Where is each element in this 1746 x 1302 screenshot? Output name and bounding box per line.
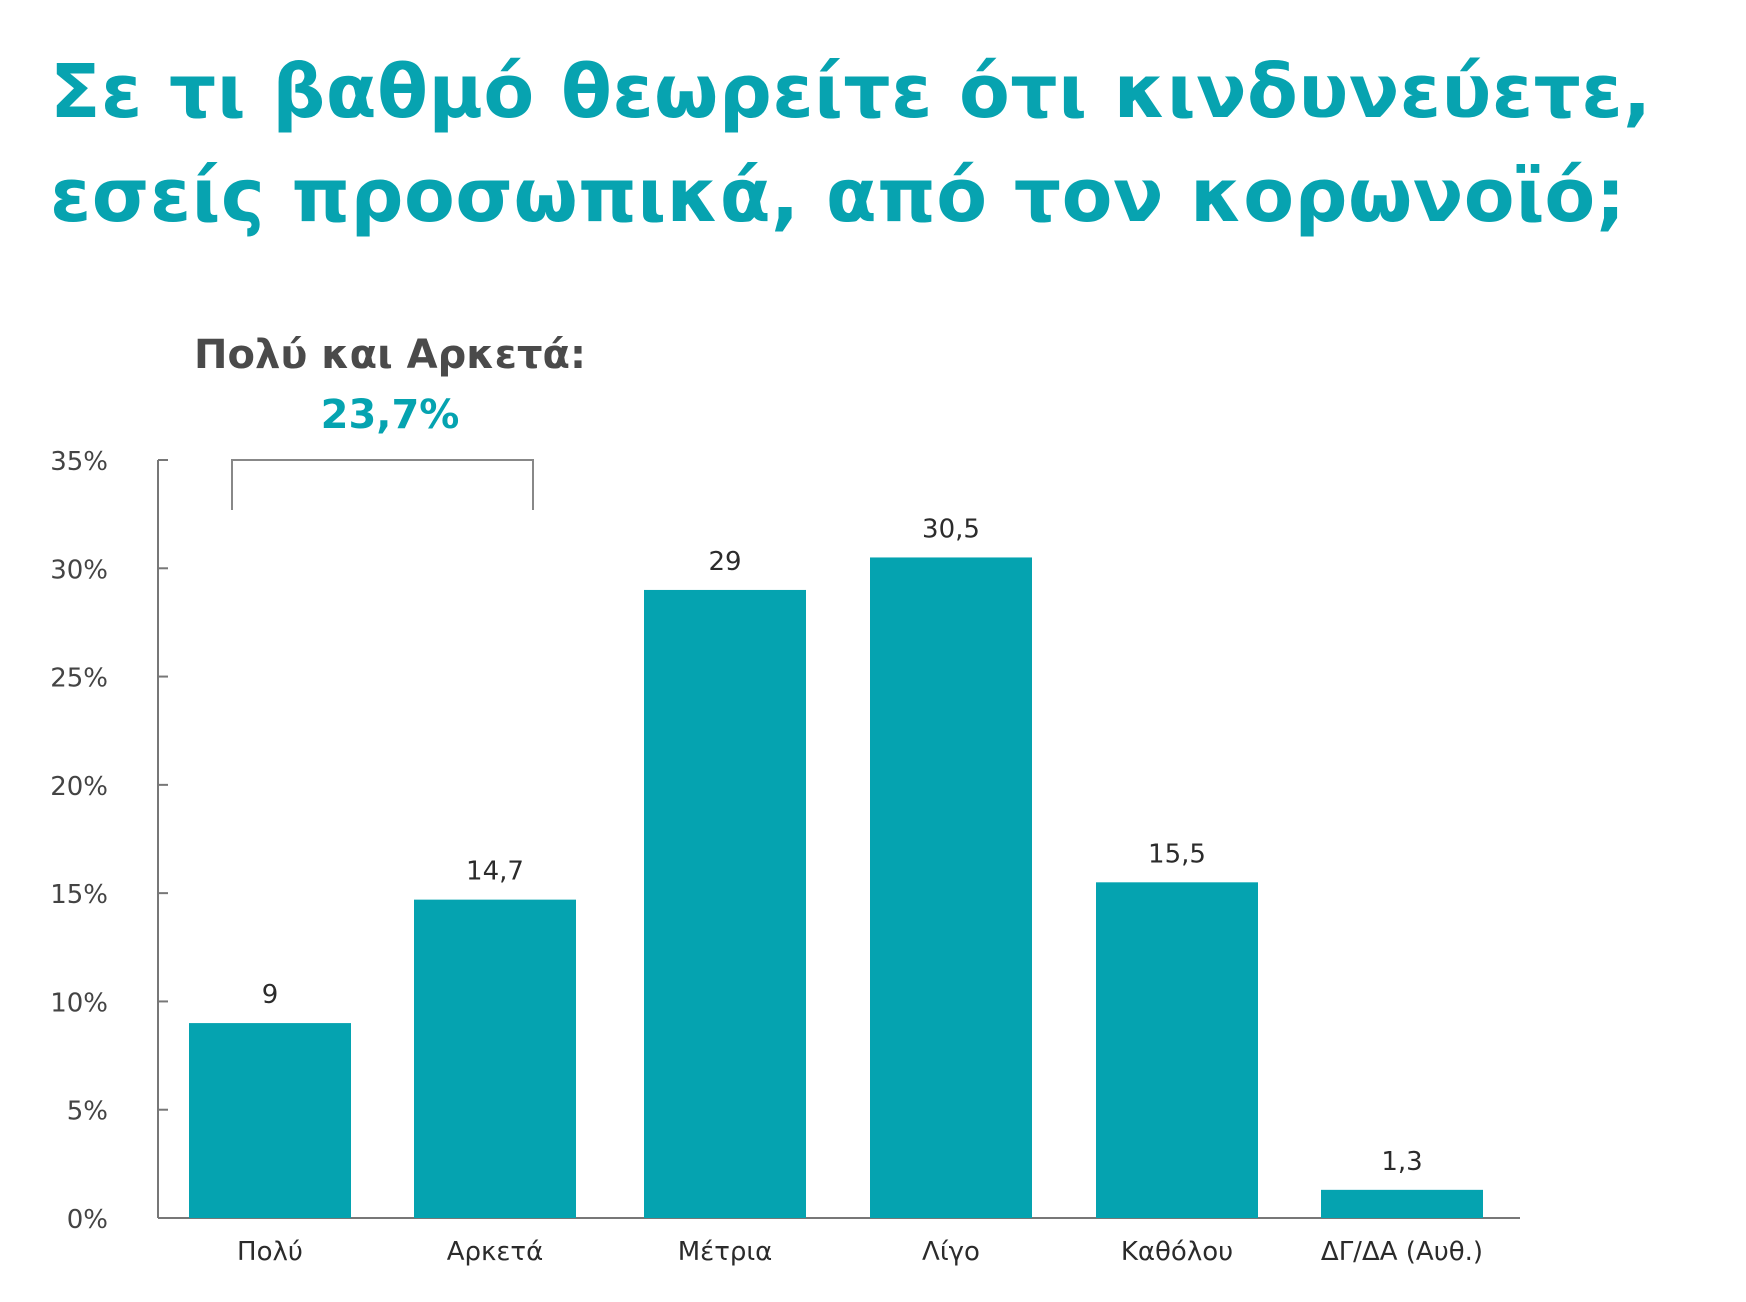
y-tick-label: 10%: [50, 988, 108, 1018]
y-tick-label: 25%: [50, 664, 108, 694]
value-labels: 9 14,7 29 30,5 15,5 1,3: [262, 514, 1423, 1176]
bar: [1096, 882, 1258, 1218]
y-tick-label: 0%: [67, 1205, 108, 1235]
annotation-bracket-line: [231, 459, 534, 510]
annotation-value: 23,7%: [321, 392, 460, 438]
x-tick-label: Καθόλου: [1121, 1237, 1233, 1267]
data-label: 9: [262, 980, 279, 1010]
y-tick-label: 35%: [50, 447, 108, 477]
y-tick-label: 20%: [50, 772, 108, 802]
x-tick-label: Πολύ: [237, 1237, 303, 1267]
data-label: 1,3: [1381, 1147, 1422, 1177]
bar: [414, 899, 576, 1218]
y-tick-label: 5%: [67, 1097, 108, 1127]
bar: [870, 557, 1032, 1218]
x-tick-label: ΔΓ/ΔΑ (Αυθ.): [1321, 1237, 1483, 1267]
annotation-bracket: Πολύ και Αρκετά: 23,7%: [194, 332, 586, 510]
data-label: 29: [708, 547, 741, 577]
page-title: Σε τι βαθμό θεωρείτε ότι κινδυνεύετε, εσ…: [50, 49, 1652, 239]
data-label: 15,5: [1148, 839, 1206, 869]
bars: [189, 557, 1483, 1218]
bar: [189, 1023, 351, 1218]
x-tick-label: Αρκετά: [447, 1237, 543, 1267]
category-labels: Πολύ Αρκετά Μέτρια Λίγο Καθόλου ΔΓ/ΔΑ (Αυθ.): [237, 1237, 1483, 1267]
data-label: 30,5: [922, 514, 980, 544]
y-tick-label: 30%: [50, 555, 108, 585]
y-tick-label: 15%: [50, 880, 108, 910]
y-axis: 0% 5% 10% 15% 20% 25% 30% 35%: [50, 447, 168, 1235]
bar: [644, 589, 806, 1218]
bar: [1321, 1189, 1483, 1218]
x-tick-label: Μέτρια: [678, 1237, 773, 1267]
data-label: 14,7: [466, 857, 524, 887]
x-tick-label: Λίγο: [922, 1237, 980, 1267]
annotation-label: Πολύ και Αρκετά:: [194, 332, 586, 378]
